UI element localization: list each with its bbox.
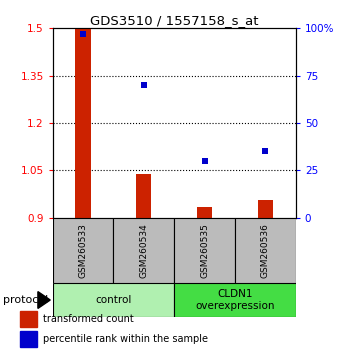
Point <box>80 31 86 37</box>
Bar <box>75 28 91 218</box>
Bar <box>20 331 37 347</box>
Point <box>141 82 147 88</box>
Bar <box>53 283 174 317</box>
Bar <box>235 218 296 283</box>
Bar <box>136 173 151 218</box>
Bar <box>20 311 37 327</box>
Text: percentile rank within the sample: percentile rank within the sample <box>43 334 208 344</box>
Bar <box>174 283 296 317</box>
Text: GSM260536: GSM260536 <box>261 223 270 278</box>
Text: GSM260533: GSM260533 <box>79 223 88 278</box>
Bar <box>174 218 235 283</box>
Point <box>202 158 207 164</box>
Text: protocol: protocol <box>3 295 49 305</box>
Text: GSM260534: GSM260534 <box>139 223 148 278</box>
Title: GDS3510 / 1557158_s_at: GDS3510 / 1557158_s_at <box>90 14 258 27</box>
Bar <box>258 200 273 218</box>
Point <box>263 149 268 154</box>
Text: GSM260535: GSM260535 <box>200 223 209 278</box>
Text: control: control <box>95 295 132 305</box>
Bar <box>197 207 212 218</box>
Polygon shape <box>38 292 50 308</box>
Text: CLDN1
overexpression: CLDN1 overexpression <box>195 289 275 311</box>
Bar <box>53 218 114 283</box>
Text: transformed count: transformed count <box>43 314 134 324</box>
Bar <box>114 218 174 283</box>
